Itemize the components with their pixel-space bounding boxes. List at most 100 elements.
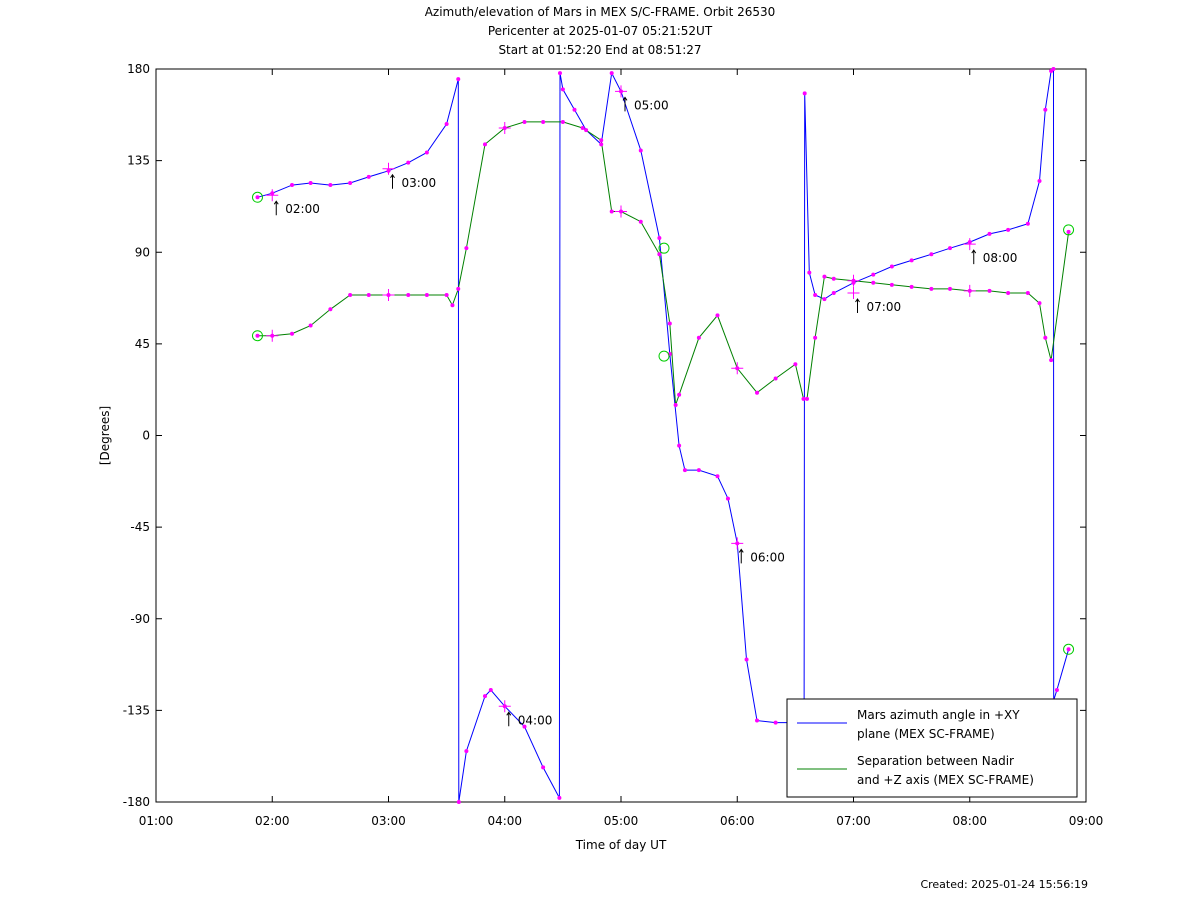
annotation-arrow [855,298,860,313]
data-point [831,276,836,281]
data-point [424,293,429,298]
data-point [328,183,333,188]
y-axis-label: [Degrees] [98,406,112,465]
data-point [580,126,585,131]
data-point [1025,290,1030,295]
endpoint-circle [251,191,263,203]
data-point [813,293,818,298]
data-point [366,293,371,298]
annotation-label: 03:00 [402,176,437,190]
data-point [831,290,836,295]
hour-cross [382,162,395,175]
created-timestamp: Created: 2025-01-24 15:56:19 [920,878,1088,891]
data-point [444,121,449,126]
data-point [822,297,827,302]
data-point [308,323,313,328]
data-point [560,87,565,92]
x-tick-label: 04:00 [487,814,522,828]
data-point [599,142,604,147]
legend-label: plane (MEX SC-FRAME) [857,727,995,741]
data-point [696,468,701,473]
data-point [805,396,809,401]
hour-cross [615,85,627,98]
x-tick-label: 09:00 [1069,814,1104,828]
endpoint-circle [658,242,670,254]
legend-label: Mars azimuth angle in +XY [857,708,1020,722]
data-point [987,288,992,293]
series-layer [257,67,1070,803]
x-tick-label: 08:00 [952,814,987,828]
title-line: Azimuth/elevation of Mars in MEX S/C-FRA… [425,5,776,19]
annotation-arrow [273,200,279,216]
data-point [557,71,562,76]
x-axis: 01:00 02:00 03:00 04:00 05:00 06:00 07:00 08:00… [139,69,1104,828]
series-line [257,67,1070,803]
data-point [744,657,749,662]
data-point [328,307,333,312]
y-tick-label: -45 [130,520,150,534]
data-point [909,258,914,263]
data-point [488,688,493,693]
data-point [889,282,894,287]
annotation-label: 08:00 [983,251,1018,265]
data-point [572,107,577,112]
annotation-label: 06:00 [750,550,785,564]
title-line: Start at 01:52:20 End at 08:51:27 [498,43,701,57]
data-point [725,496,730,501]
annotation-arrow [506,711,512,727]
data-point [1025,221,1030,226]
data-point [929,286,934,291]
data-point [909,284,914,289]
endpoint-circle [658,350,670,362]
data-point [1049,358,1054,363]
data-point [557,795,562,800]
data-point [1066,229,1071,234]
y-tick-label: -180 [123,795,150,809]
data-point [677,392,682,397]
data-point [406,160,411,165]
data-point [1006,290,1011,295]
data-point [482,694,487,699]
y-tick-label: 45 [135,337,150,351]
data-point [715,313,720,318]
data-point [638,148,643,153]
data-point [677,443,682,448]
data-point [947,286,952,291]
y-axis: 180 135 90 45 0 -45 -90 -135 -180 [123,62,1086,809]
data-point [755,718,760,723]
data-point [871,280,876,285]
hour-cross [266,329,279,342]
data-point [366,174,371,179]
data-point [1043,107,1048,112]
x-tick-label: 07:00 [836,814,871,828]
data-point [406,293,411,298]
data-point [822,274,827,279]
legend: Mars azimuth angle in +XY plane (MEX SC-F… [786,698,1078,798]
data-point [456,286,461,291]
data-point [609,71,614,76]
endpoint-circle [251,330,263,342]
x-tick-label: 06:00 [720,814,755,828]
hour-cross [498,700,511,713]
data-point [1051,67,1056,71]
y-tick-label: -135 [123,703,150,717]
data-point [802,91,807,96]
data-point [773,376,778,381]
hour-cross [266,189,279,202]
y-tick-label: 180 [127,62,150,76]
data-point [255,333,260,338]
data-point [673,402,678,407]
data-point [657,235,662,240]
annotation-arrow [738,548,744,564]
y-tick-label: 0 [142,429,150,443]
chart-title: Azimuth/elevation of Mars in MEX S/C-FRA… [425,5,776,57]
hour-cross [615,205,627,218]
annotation-label: 05:00 [634,98,669,112]
data-point [889,264,894,269]
hour-cross [963,238,976,251]
x-axis-label: Time of day UT [575,838,667,852]
data-point [1054,688,1059,693]
hour-cross [847,286,860,299]
hour-cross [731,537,744,550]
data-point [609,209,614,214]
